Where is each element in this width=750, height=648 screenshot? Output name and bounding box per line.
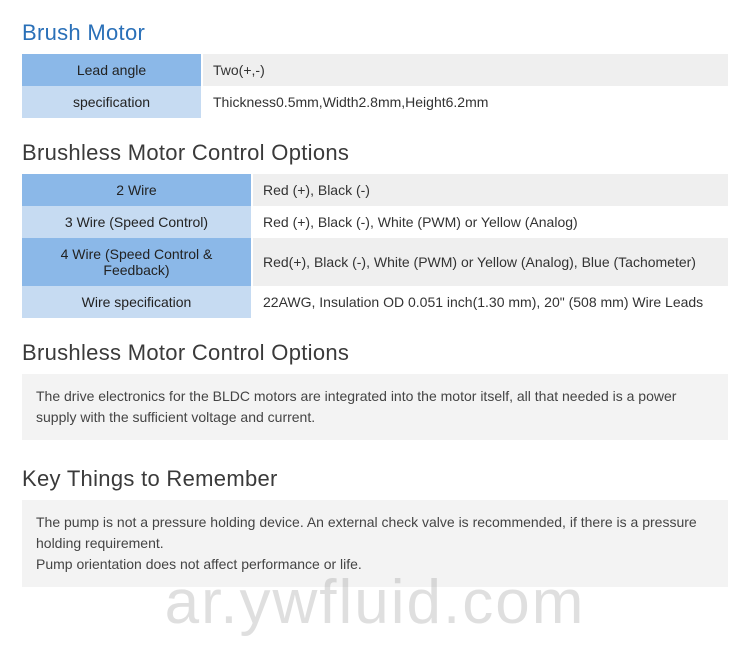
row-value: Red (+), Black (-) bbox=[252, 174, 728, 206]
row-label: specification bbox=[22, 86, 202, 118]
row-value: Red (+), Black (-), White (PWM) or Yello… bbox=[252, 206, 728, 238]
key-things-line2: Pump orientation does not affect perform… bbox=[36, 554, 714, 575]
brushless-description-text: The drive electronics for the BLDC motor… bbox=[36, 388, 676, 425]
key-things-box: The pump is not a pressure holding devic… bbox=[22, 500, 728, 587]
row-label: Lead angle bbox=[22, 54, 202, 86]
row-value: Red(+), Black (-), White (PWM) or Yellow… bbox=[252, 238, 728, 286]
table-row: specification Thickness0.5mm,Width2.8mm,… bbox=[22, 86, 728, 118]
brush-motor-table: Lead angle Two(+,-) specification Thickn… bbox=[22, 54, 728, 118]
table-row: 4 Wire (Speed Control & Feedback) Red(+)… bbox=[22, 238, 728, 286]
table-row: Wire specification 22AWG, Insulation OD … bbox=[22, 286, 728, 318]
section-title-brushless-text: Brushless Motor Control Options bbox=[22, 340, 728, 366]
table-row: Lead angle Two(+,-) bbox=[22, 54, 728, 86]
row-value: 22AWG, Insulation OD 0.051 inch(1.30 mm)… bbox=[252, 286, 728, 318]
row-value: Thickness0.5mm,Width2.8mm,Height6.2mm bbox=[202, 86, 728, 118]
row-label: Wire specification bbox=[22, 286, 252, 318]
row-label: 4 Wire (Speed Control & Feedback) bbox=[22, 238, 252, 286]
section-title-brush-motor: Brush Motor bbox=[22, 20, 728, 46]
section-title-brushless-options: Brushless Motor Control Options bbox=[22, 140, 728, 166]
row-label: 2 Wire bbox=[22, 174, 252, 206]
brushless-description-box: The drive electronics for the BLDC motor… bbox=[22, 374, 728, 440]
row-value: Two(+,-) bbox=[202, 54, 728, 86]
section-title-key-things: Key Things to Remember bbox=[22, 466, 728, 492]
table-row: 2 Wire Red (+), Black (-) bbox=[22, 174, 728, 206]
key-things-line1: The pump is not a pressure holding devic… bbox=[36, 512, 714, 554]
row-label: 3 Wire (Speed Control) bbox=[22, 206, 252, 238]
table-row: 3 Wire (Speed Control) Red (+), Black (-… bbox=[22, 206, 728, 238]
brushless-options-table: 2 Wire Red (+), Black (-) 3 Wire (Speed … bbox=[22, 174, 728, 318]
